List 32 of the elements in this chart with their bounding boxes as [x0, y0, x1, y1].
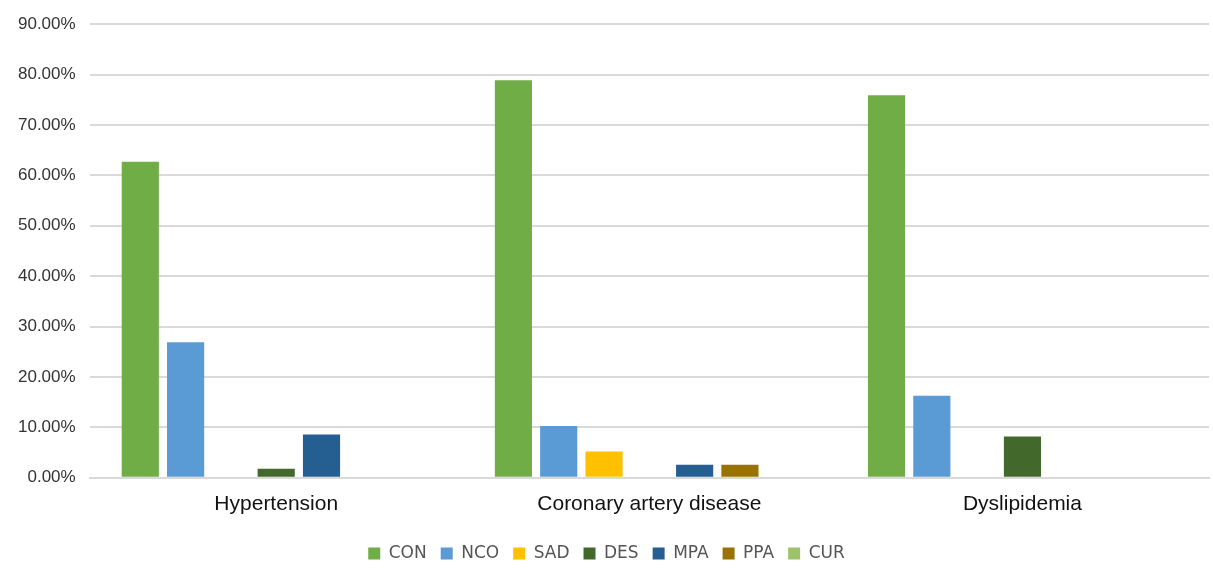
y-tick-label: 60.00%: [17, 165, 76, 185]
y-tick-label: 50.00%: [17, 215, 76, 235]
y-tick-label: 40.00%: [17, 265, 76, 285]
legend-label: PPA: [743, 541, 775, 562]
x-tick-label: Dyslipidemia: [962, 491, 1083, 515]
bar: [913, 395, 951, 477]
bar: [302, 434, 341, 477]
legend-label: CON: [388, 541, 427, 562]
y-tick-label: 80.00%: [17, 64, 76, 84]
x-tick-label: Hypertension: [214, 491, 339, 515]
bar: [257, 468, 295, 477]
legend-label: CUR: [808, 541, 845, 562]
bar: [540, 425, 578, 477]
legend-label: NCO: [461, 541, 500, 562]
bar: [676, 464, 714, 477]
y-tick-label: 70.00%: [17, 114, 76, 134]
y-tick-label: 30.00%: [17, 316, 76, 336]
y-tick-label: 10.00%: [17, 417, 76, 437]
bar: [121, 161, 159, 477]
x-tick-label: Coronary artery disease: [537, 491, 762, 515]
bar: [585, 451, 623, 477]
bar: [867, 95, 906, 477]
y-tick-label: 20.00%: [17, 366, 76, 386]
bar: [721, 464, 759, 477]
y-tick-label: 0.00%: [27, 467, 76, 487]
y-tick-label: 90.00%: [17, 13, 76, 33]
legend-label: MPA: [673, 541, 709, 562]
bar: [494, 80, 532, 477]
legend-label: SAD: [533, 541, 570, 562]
bar: [167, 342, 205, 477]
legend-label: DES: [604, 541, 639, 562]
bar: [1003, 436, 1042, 477]
